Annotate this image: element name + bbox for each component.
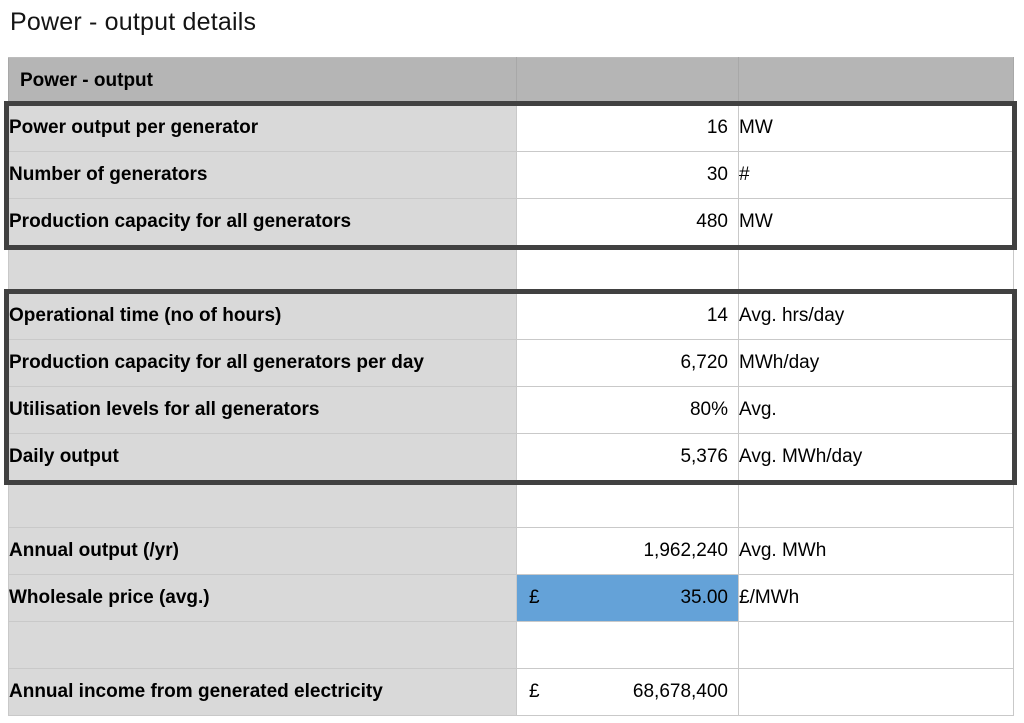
row-value-cell[interactable]: 480	[516, 198, 739, 246]
value-text: 1,962,240	[643, 540, 728, 561]
row-unit-cell[interactable]: Avg. MWh/day	[738, 433, 1014, 481]
row-value-cell[interactable]	[516, 621, 739, 669]
row-label-cell[interactable]: Utilisation levels for all generators	[8, 386, 517, 434]
header-unit-cell[interactable]	[738, 57, 1014, 105]
spacer-row	[8, 245, 1014, 293]
value-text: 35.00	[680, 587, 728, 608]
value-text: 80%	[689, 399, 728, 420]
row-label-cell[interactable]: Number of generators	[8, 151, 517, 199]
row-label-cell[interactable]: Wholesale price (avg.)	[8, 574, 517, 622]
row-label-cell[interactable]: Operational time (no of hours)	[8, 292, 517, 340]
row-value-cell[interactable]	[516, 245, 739, 293]
row-value-cell[interactable]: 6,720	[516, 339, 739, 387]
row-label-cell[interactable]: Annual output (/yr)	[8, 527, 517, 575]
row-value-cell[interactable]	[516, 480, 739, 528]
table-header-row: Power - output	[8, 57, 1014, 105]
table-row: Production capacity for all generators 4…	[8, 198, 1014, 246]
sheet-table: Power - output Power output per generato…	[8, 57, 1014, 716]
row-unit-cell[interactable]: #	[738, 151, 1014, 199]
row-value-cell[interactable]: 5,376	[516, 433, 739, 481]
table-row: Number of generators 30 #	[8, 151, 1014, 199]
table-row: Power output per generator 16 MW	[8, 104, 1014, 152]
row-unit-cell[interactable]: Avg.	[738, 386, 1014, 434]
value-text: 16	[706, 117, 728, 138]
value-text: 480	[696, 211, 728, 232]
row-label-cell[interactable]: Annual income from generated electricity	[8, 668, 517, 716]
currency-symbol: £	[529, 681, 540, 702]
currency-symbol: £	[529, 587, 540, 608]
value-text: 68,678,400	[632, 681, 728, 702]
row-label-cell[interactable]	[8, 621, 517, 669]
row-unit-cell[interactable]	[738, 621, 1014, 669]
row-label-cell[interactable]: Production capacity for all generators	[8, 198, 517, 246]
row-unit-cell[interactable]	[738, 480, 1014, 528]
row-value-cell[interactable]: 1,962,240	[516, 527, 739, 575]
value-text: 30	[706, 164, 728, 185]
page-title: Power - output details	[10, 8, 257, 36]
table-row: Daily output 5,376 Avg. MWh/day	[8, 433, 1014, 481]
value-text: 14	[706, 305, 728, 326]
table-row: Operational time (no of hours) 14 Avg. h…	[8, 292, 1014, 340]
row-label-cell[interactable]	[8, 480, 517, 528]
row-value-cell[interactable]: 80%	[516, 386, 739, 434]
table-row: Annual output (/yr) 1,962,240 Avg. MWh	[8, 527, 1014, 575]
spacer-row	[8, 480, 1014, 528]
table-row: Wholesale price (avg.) £35.00 £/MWh	[8, 574, 1014, 622]
table-row: Utilisation levels for all generators 80…	[8, 386, 1014, 434]
row-unit-cell[interactable]: MWh/day	[738, 339, 1014, 387]
row-unit-cell[interactable]: Avg. MWh	[738, 527, 1014, 575]
header-title-cell[interactable]: Power - output	[8, 57, 517, 105]
row-unit-cell[interactable]	[738, 668, 1014, 716]
row-value-cell[interactable]: 16	[516, 104, 739, 152]
row-unit-cell[interactable]: Avg. hrs/day	[738, 292, 1014, 340]
row-label-cell[interactable]: Production capacity for all generators p…	[8, 339, 517, 387]
row-unit-cell[interactable]: MW	[738, 198, 1014, 246]
value-text: 5,376	[680, 446, 728, 467]
value-text: 6,720	[680, 352, 728, 373]
row-label-cell[interactable]: Power output per generator	[8, 104, 517, 152]
row-unit-cell[interactable]: £/MWh	[738, 574, 1014, 622]
header-value-cell[interactable]	[516, 57, 739, 105]
row-label-cell[interactable]: Daily output	[8, 433, 517, 481]
table-row: Production capacity for all generators p…	[8, 339, 1014, 387]
table-row: Annual income from generated electricity…	[8, 668, 1014, 716]
wholesale-price-input-cell[interactable]: £35.00	[516, 574, 739, 622]
row-label-cell[interactable]	[8, 245, 517, 293]
row-value-cell[interactable]: 14	[516, 292, 739, 340]
row-unit-cell[interactable]	[738, 245, 1014, 293]
row-unit-cell[interactable]: MW	[738, 104, 1014, 152]
row-value-cell[interactable]: 30	[516, 151, 739, 199]
spacer-row	[8, 621, 1014, 669]
row-value-cell[interactable]: £68,678,400	[516, 668, 739, 716]
power-output-table: Power - output Power output per generato…	[4, 57, 1017, 716]
